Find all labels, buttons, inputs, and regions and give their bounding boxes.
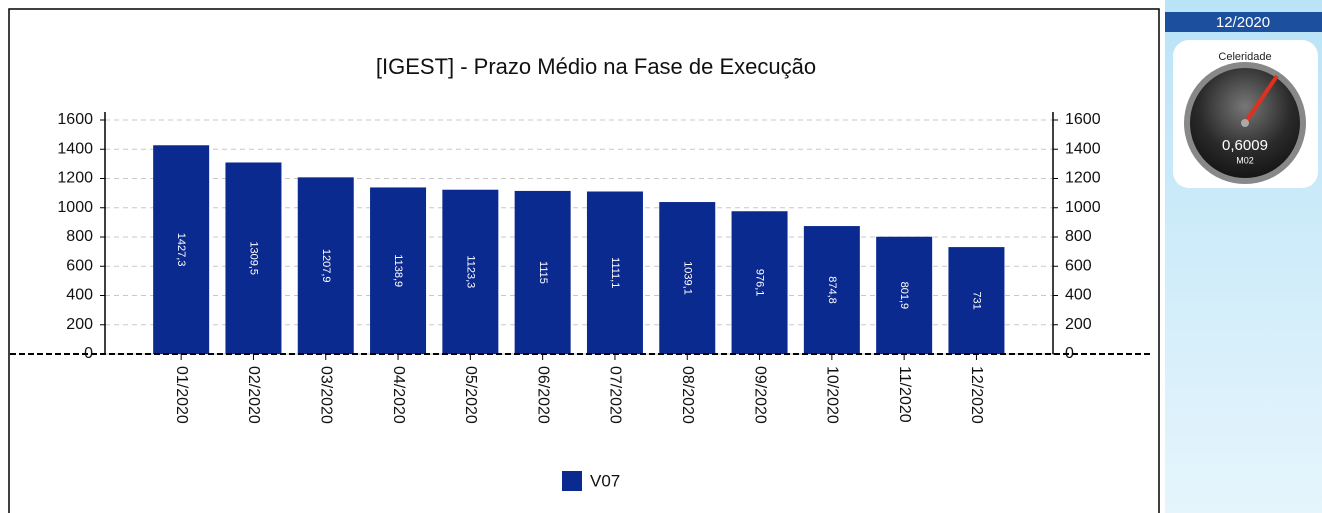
- bar: [659, 202, 716, 354]
- x-tick-label: 01/2020: [173, 366, 190, 424]
- chart-title: [IGEST] - Prazo Médio na Fase de Execuçã…: [376, 54, 816, 79]
- y2-tick-label: 400: [1065, 287, 1092, 304]
- period-label: 12/2020: [1216, 14, 1270, 31]
- bar-value-label: 874,8: [826, 276, 838, 304]
- legend-label: V07: [590, 471, 620, 490]
- bar: [153, 145, 210, 354]
- x-tick-label: 02/2020: [245, 366, 262, 424]
- gauge-code: M02: [1236, 155, 1254, 165]
- x-tick-label: 03/2020: [318, 366, 335, 424]
- bar: [297, 177, 354, 354]
- gauge-hub: [1241, 119, 1249, 127]
- y-tick-label: 1000: [57, 199, 93, 216]
- x-tick-label: 10/2020: [824, 366, 841, 424]
- y-tick-label: 1400: [57, 140, 93, 157]
- y2-tick-label: 1000: [1065, 199, 1101, 216]
- y2-tick-label: 1200: [1065, 170, 1101, 187]
- gauge-value: 0,6009: [1222, 137, 1268, 154]
- bar: [948, 247, 1005, 354]
- bar-value-label: 1427,3: [175, 233, 187, 267]
- bar-value-label: 1115: [537, 261, 549, 284]
- x-tick-label: 05/2020: [462, 366, 479, 424]
- legend-swatch: [562, 471, 582, 491]
- y-tick-label: 0: [84, 345, 93, 362]
- y2-tick-label: 1600: [1065, 111, 1101, 128]
- y2-tick-label: 1400: [1065, 140, 1101, 157]
- bar: [370, 187, 427, 354]
- y-tick-label: 200: [66, 316, 93, 333]
- y2-tick-label: 0: [1065, 345, 1074, 362]
- x-tick-label: 12/2020: [968, 366, 985, 424]
- period-header: [1165, 12, 1322, 32]
- y2-tick-label: 800: [1065, 228, 1092, 245]
- bar: [803, 226, 860, 354]
- x-tick-label: 09/2020: [751, 366, 768, 424]
- bar: [876, 236, 933, 354]
- bar: [586, 191, 643, 354]
- bar-value-label: 801,9: [898, 282, 910, 310]
- y-tick-label: 400: [66, 287, 93, 304]
- y-tick-label: 1600: [57, 111, 93, 128]
- y-tick-label: 800: [66, 228, 93, 245]
- x-tick-label: 07/2020: [607, 366, 624, 424]
- bar-value-label: 1039,1: [681, 261, 693, 295]
- x-tick-label: 04/2020: [390, 366, 407, 424]
- y2-tick-label: 200: [1065, 316, 1092, 333]
- bar-value-label: 1123,3: [464, 255, 476, 288]
- bar-value-label: 731: [971, 291, 983, 309]
- bar-value-label: 1111,1: [609, 257, 621, 288]
- bar: [442, 189, 499, 354]
- x-tick-label: 11/2020: [896, 366, 913, 423]
- y-tick-label: 600: [66, 257, 93, 274]
- x-tick-label: 08/2020: [679, 366, 696, 424]
- bar-value-label: 976,1: [754, 269, 766, 297]
- gauge-title: Celeridade: [1218, 51, 1271, 63]
- gauge-needle: [1243, 74, 1279, 125]
- x-tick-label: 06/2020: [534, 366, 551, 424]
- bar-value-label: 1309,5: [248, 241, 260, 275]
- y2-tick-label: 600: [1065, 257, 1092, 274]
- bar: [514, 190, 571, 354]
- bar: [225, 162, 282, 354]
- y-tick-label: 1200: [57, 170, 93, 187]
- bar-value-label: 1138,9: [392, 254, 404, 287]
- bar-value-label: 1207,9: [320, 249, 332, 283]
- bar: [731, 211, 788, 354]
